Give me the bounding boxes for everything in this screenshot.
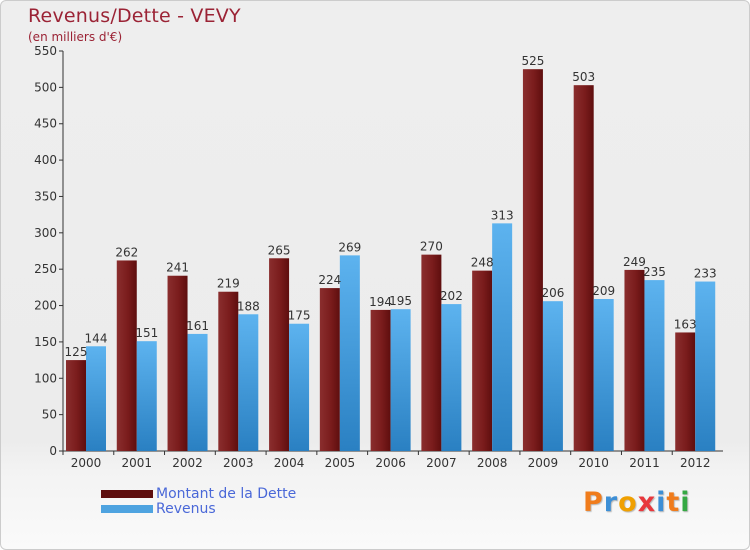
bar-revenue [136,341,157,451]
chart-title: Revenus/Dette - VEVY [28,5,241,27]
data-label: 202 [440,289,463,303]
logo-letter: o [618,487,638,518]
bar-revenue [695,281,716,451]
bar-revenue [238,314,259,451]
chart-subtitle: (en milliers d'€) [28,30,123,44]
data-label: 262 [115,245,138,259]
x-tick-label: 2006 [375,456,406,470]
data-label: 219 [217,277,240,291]
logo-letter: x [637,487,657,518]
data-label: 209 [592,284,615,298]
bar-revenue [542,301,563,451]
x-tick-label: 2000 [71,456,102,470]
y-tick-label: 150 [34,335,57,349]
bar-revenue [339,255,360,451]
bar-debt [675,332,696,451]
legend-swatch-debt [101,490,153,498]
bar-revenue [289,323,310,451]
bar-revenue [187,333,208,451]
x-tick-label: 2010 [578,456,609,470]
y-tick-label: 50 [42,408,57,422]
y-tick-label: 450 [34,117,57,131]
data-label: 151 [135,326,158,340]
logo-letter: r [603,487,619,518]
x-tick-label: 2008 [477,456,508,470]
data-label: 249 [623,255,646,269]
bar-debt [167,275,188,451]
data-label: 269 [338,240,361,254]
y-tick-label: 550 [34,44,57,58]
data-label: 175 [288,309,311,323]
x-tick-label: 2012 [680,456,711,470]
x-tick-label: 2009 [528,456,559,470]
y-tick-label: 250 [34,262,57,276]
y-tick-label: 100 [34,371,57,385]
data-label: 503 [572,70,595,84]
data-label: 235 [643,265,666,279]
bar-debt [116,260,137,451]
bar-revenue [86,346,106,451]
x-tick-label: 2007 [426,456,457,470]
data-label: 125 [65,345,88,359]
bar-debt [218,291,239,451]
data-label: 206 [541,286,564,300]
data-label: 224 [318,273,341,287]
bar-revenue [593,299,614,451]
bar-debt [624,269,645,451]
y-tick-label: 200 [34,299,57,313]
bar-debt [573,85,594,451]
x-tick-label: 2011 [629,456,660,470]
data-label: 195 [389,294,412,308]
proxiti-logo: Proxiti [583,487,691,518]
y-tick-label: 500 [34,80,57,94]
data-label: 525 [521,54,544,68]
data-label: 163 [674,317,697,331]
data-label: 270 [420,240,443,254]
x-tick-label: 2002 [172,456,203,470]
bar-revenue [390,309,411,451]
legend-swatch-revenue [101,505,153,513]
y-tick-label: 0 [49,444,57,458]
data-label: 248 [471,256,494,270]
y-tick-label: 350 [34,189,57,203]
legend-label-debt: Montant de la Dette [156,486,297,502]
bar-debt [66,360,86,451]
bar-debt [472,270,493,451]
y-tick-label: 300 [34,226,57,240]
data-label: 188 [237,299,260,313]
data-label: 194 [369,295,392,309]
bar-debt [421,254,442,451]
bar-debt [522,69,543,451]
bar-debt [269,258,290,451]
bar-revenue [492,223,513,451]
bar-revenue [441,304,462,451]
x-tick-label: 2001 [121,456,152,470]
data-label: 144 [85,331,108,345]
logo-letter: i [656,487,667,518]
data-label: 233 [694,267,717,281]
logo-letter: i [680,487,691,518]
bar-debt [370,309,391,451]
x-tick-label: 2005 [325,456,356,470]
data-label: 161 [186,319,209,333]
legend-label-revenue: Revenus [156,501,216,517]
x-tick-label: 2004 [274,456,305,470]
data-label: 265 [268,243,291,257]
bar-debt [319,288,340,451]
bar-revenue [644,280,665,451]
logo-letter: P [583,487,604,518]
y-tick-label: 400 [34,153,57,167]
data-label: 241 [166,261,189,275]
logo-letter: t [666,487,681,518]
data-label: 313 [491,208,514,222]
x-tick-label: 2003 [223,456,254,470]
